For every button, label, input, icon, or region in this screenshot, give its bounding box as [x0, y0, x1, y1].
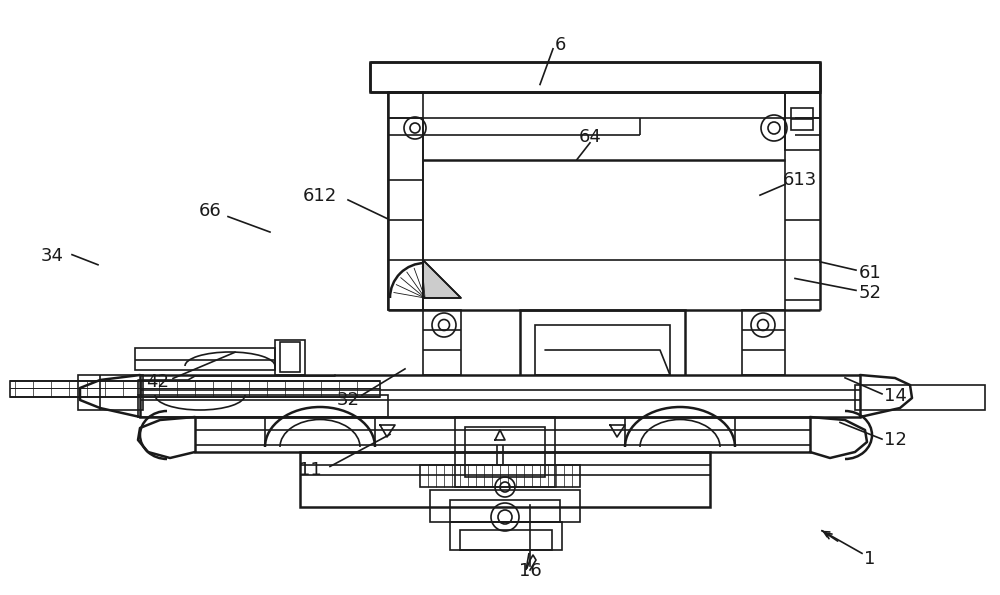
Bar [785, 92, 820, 150]
Bar [195, 417, 810, 452]
Bar [138, 395, 388, 417]
Text: 42: 42 [147, 373, 170, 391]
Bar [520, 310, 685, 385]
Bar [791, 108, 813, 130]
Text: 32: 32 [337, 391, 360, 409]
Text: 12: 12 [884, 431, 906, 449]
Bar [465, 427, 545, 477]
Text: 612: 612 [303, 187, 337, 205]
Text: 61: 61 [859, 264, 881, 281]
Bar [430, 490, 580, 522]
Bar [300, 452, 710, 507]
Text: 613: 613 [783, 171, 817, 189]
Bar [135, 348, 275, 370]
Bar [742, 310, 785, 375]
Text: 34: 34 [41, 247, 64, 265]
Bar [388, 92, 423, 310]
Text: 16: 16 [519, 562, 541, 580]
Bar [140, 375, 860, 417]
Text: 52: 52 [858, 284, 882, 302]
Bar [423, 310, 461, 375]
Text: 64: 64 [579, 128, 601, 146]
Text: 11: 11 [299, 461, 321, 479]
Bar [275, 340, 305, 375]
Text: 1: 1 [864, 550, 876, 568]
Bar [280, 342, 300, 372]
Bar [855, 385, 985, 410]
Bar [535, 325, 670, 377]
Text: 14: 14 [884, 387, 906, 405]
Text: 66: 66 [199, 202, 221, 220]
Bar [450, 522, 562, 550]
Text: 6: 6 [554, 36, 566, 54]
Bar [370, 62, 820, 92]
Polygon shape [423, 260, 461, 298]
Bar [450, 500, 560, 522]
Bar [455, 417, 555, 487]
Bar [420, 465, 580, 487]
Bar [10, 381, 380, 397]
Bar [78, 375, 143, 410]
Bar [460, 530, 552, 550]
